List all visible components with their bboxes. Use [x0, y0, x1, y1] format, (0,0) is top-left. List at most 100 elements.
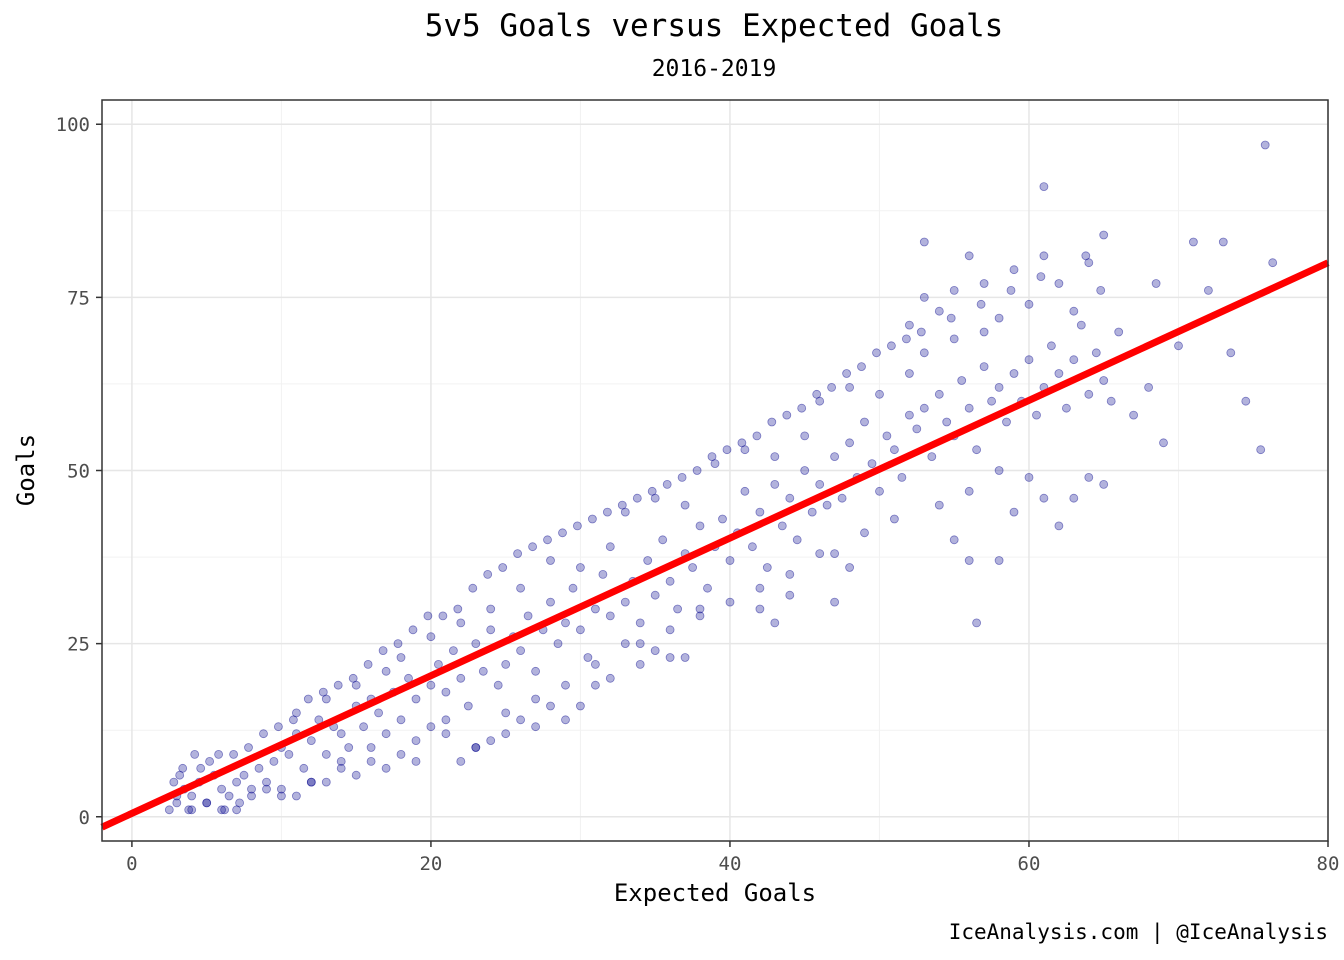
data-point	[800, 431, 810, 441]
data-point	[576, 625, 585, 635]
data-point	[1081, 251, 1091, 261]
data-point	[381, 729, 391, 739]
data-point	[703, 583, 712, 593]
data-point	[1144, 382, 1153, 392]
data-point	[184, 805, 194, 815]
data-point	[441, 715, 451, 725]
data-point	[471, 743, 481, 752]
data-point	[232, 805, 242, 815]
data-point	[815, 549, 825, 558]
data-point	[531, 722, 540, 732]
data-point	[1099, 479, 1109, 489]
data-point	[887, 341, 896, 351]
x-tick-label: 60	[1018, 853, 1041, 875]
data-point	[957, 376, 967, 385]
data-point	[905, 369, 914, 378]
data-point	[1009, 265, 1019, 275]
data-point	[381, 666, 391, 676]
data-point	[411, 694, 421, 704]
data-point	[363, 660, 373, 669]
data-point	[785, 493, 795, 503]
data-point	[276, 791, 286, 801]
data-point	[1226, 348, 1236, 358]
data-point	[273, 722, 283, 732]
data-point	[561, 715, 570, 725]
data-point	[438, 611, 448, 621]
data-point	[164, 805, 174, 815]
data-point	[1241, 396, 1251, 406]
data-point	[740, 486, 750, 496]
data-point	[1062, 403, 1071, 413]
data-point	[306, 777, 316, 787]
data-point	[725, 556, 735, 565]
data-point	[516, 715, 525, 725]
data-point	[359, 722, 369, 732]
data-point	[827, 382, 836, 392]
data-point	[501, 708, 511, 718]
data-point	[800, 466, 810, 475]
data-point	[463, 701, 473, 711]
data-point	[187, 791, 197, 801]
data-point	[333, 680, 343, 690]
data-point	[755, 604, 765, 614]
data-point	[643, 556, 653, 565]
data-point	[688, 563, 697, 572]
data-point	[583, 653, 593, 662]
data-point	[306, 777, 316, 787]
data-point	[822, 500, 832, 510]
data-point	[456, 673, 466, 683]
data-point	[381, 763, 391, 773]
data-point	[1084, 472, 1094, 482]
data-point	[1024, 472, 1034, 482]
data-point	[1091, 348, 1101, 358]
data-point	[366, 743, 376, 752]
data-point	[650, 590, 660, 600]
data-point	[1054, 521, 1064, 531]
data-point	[1204, 285, 1213, 295]
data-point	[351, 770, 361, 780]
data-point	[767, 417, 777, 427]
data-point	[632, 493, 642, 503]
data-point	[291, 708, 301, 718]
data-point	[262, 784, 271, 794]
data-point	[433, 660, 443, 669]
data-point	[546, 701, 555, 711]
data-point	[591, 604, 600, 614]
data-point	[658, 535, 668, 545]
data-point	[1099, 376, 1109, 385]
data-point	[770, 618, 780, 628]
fit-line	[100, 259, 1330, 831]
data-point	[1084, 389, 1094, 399]
chart-title: 5v5 Goals versus Expected Goals	[424, 8, 1004, 44]
data-point	[979, 327, 989, 337]
data-point	[1039, 493, 1049, 503]
data-point	[471, 743, 481, 752]
data-point	[752, 431, 762, 441]
y-axis-ticks: 0 25 50 75 100	[56, 114, 102, 829]
data-point	[306, 736, 316, 745]
data-point	[336, 763, 346, 773]
data-point	[598, 570, 608, 579]
data-point	[1069, 493, 1079, 503]
data-point	[1151, 279, 1161, 288]
data-point	[890, 514, 899, 524]
data-point	[815, 479, 825, 489]
data-point	[1129, 410, 1138, 420]
data-point	[269, 757, 279, 766]
x-axis-label: Expected Goals	[613, 879, 817, 907]
data-point	[845, 563, 854, 572]
data-point	[486, 604, 496, 614]
data-point	[276, 784, 286, 794]
data-point	[531, 694, 540, 704]
data-point	[543, 535, 552, 545]
data-point	[254, 763, 264, 773]
data-point	[523, 611, 533, 621]
data-point	[635, 618, 645, 628]
data-point	[782, 410, 792, 420]
data-point	[770, 479, 780, 489]
data-point	[396, 653, 406, 662]
data-point	[288, 715, 298, 725]
data-point	[1069, 355, 1079, 365]
data-point	[979, 279, 989, 288]
data-point	[872, 348, 881, 358]
